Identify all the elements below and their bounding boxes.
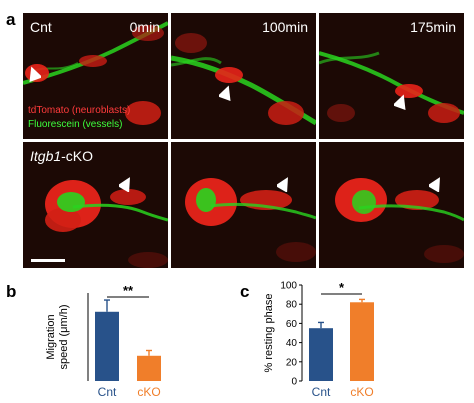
y-axis-label: % resting phase [263, 294, 275, 373]
y-tick-label: 60 [286, 319, 298, 330]
gene-suffix: -cKO [61, 148, 94, 164]
image-tile-cnt-100min: 100min [171, 13, 316, 139]
arrowhead-icon [219, 85, 231, 101]
micrograph-cko-175min [319, 142, 464, 268]
y-tick-label: 40 [286, 338, 298, 349]
scale-bar [31, 259, 65, 262]
panel-letter-a: a [6, 10, 16, 29]
significance-stars: * [339, 280, 345, 295]
arrowhead-icon [277, 177, 288, 192]
micrograph-cnt-175min [319, 13, 464, 139]
legend-green: Fluorescein (vessels) [28, 119, 123, 130]
image-tile-cko-175min [319, 142, 464, 268]
bar-cko [350, 302, 374, 381]
micrograph-cko-0min [23, 142, 168, 268]
bar-cnt [309, 328, 333, 381]
x-tick-label-cnt: Cnt [312, 385, 331, 399]
chart-resting-phase: 0 20 40 60 80 100 Cnt cKO * % resting phase [263, 280, 374, 399]
significance-stars: ** [123, 283, 134, 298]
bar-cnt [95, 311, 119, 381]
y-axis-label: speed (μm/h) [58, 304, 70, 369]
row-label-cnt: Cnt [30, 19, 52, 35]
micrograph-cko-100min [171, 142, 316, 268]
image-tile-cnt-175min: 175min [319, 13, 464, 139]
arrowhead-icon [394, 94, 406, 110]
micrograph-cnt-100min [171, 13, 316, 139]
x-tick-label-cnt: Cnt [98, 385, 117, 399]
bar-cko [137, 355, 161, 381]
image-tile-cnt-0min: Cnt 0min tdTomato (neuroblasts) Fluoresc… [23, 13, 168, 139]
y-tick-label: 100 [280, 281, 297, 292]
arrowhead-icon [429, 177, 440, 192]
panel-letter-b: b [6, 282, 17, 301]
y-tick-label: 80 [286, 300, 298, 311]
gene-name: Itgb1 [30, 148, 62, 164]
panel-letter-c: c [240, 282, 250, 301]
y-tick-label: 20 [286, 357, 298, 368]
time-label-0min: 0min [129, 19, 160, 35]
time-label-100min: 100min [262, 19, 308, 35]
y-tick-label: 0 [291, 377, 297, 388]
row-label-cko: Itgb1-cKO [30, 148, 93, 164]
x-tick-label-cko: cKO [350, 385, 373, 399]
image-tile-cko-0min: Itgb1-cKO [23, 142, 168, 268]
arrowhead-icon [119, 177, 130, 192]
x-tick-label-cko: cKO [137, 385, 160, 399]
legend-red: tdTomato (neuroblasts) [28, 105, 131, 116]
image-tile-cko-100min [171, 142, 316, 268]
y-axis-label: Migration [45, 314, 57, 359]
chart-migration-speed: Cnt cKO ** Migration speed (μm/h) [45, 283, 161, 399]
time-label-175min: 175min [410, 19, 456, 35]
